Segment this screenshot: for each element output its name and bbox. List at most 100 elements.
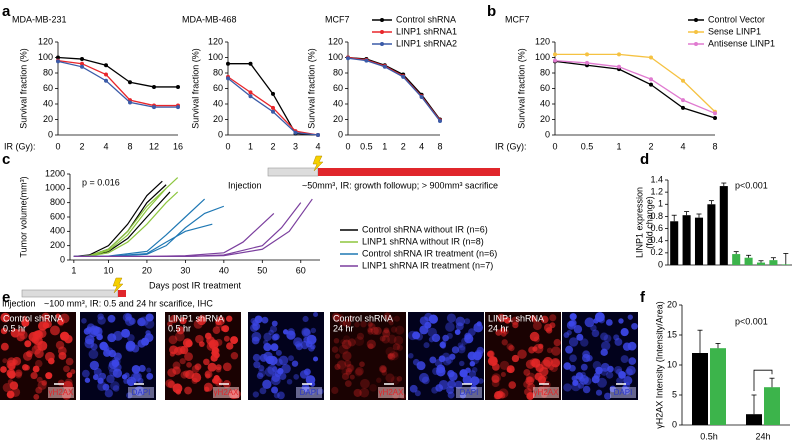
cell xyxy=(299,370,309,379)
cell xyxy=(175,389,182,395)
cell xyxy=(409,384,418,393)
cell xyxy=(262,379,272,390)
legend-label: Control Vector xyxy=(708,14,765,24)
cell xyxy=(491,375,500,384)
cell xyxy=(428,336,435,343)
cell xyxy=(529,358,539,367)
cell xyxy=(137,339,146,348)
cell xyxy=(548,364,554,371)
cell xyxy=(439,341,446,348)
x-tick-label: 1 xyxy=(248,141,253,151)
cell xyxy=(583,377,592,386)
cell xyxy=(468,370,477,378)
y-tick-label: 15 xyxy=(667,329,677,339)
cell xyxy=(112,368,123,378)
chart-title: MDA-MB-468 xyxy=(182,14,237,24)
series-line xyxy=(555,53,716,113)
cell xyxy=(549,314,557,322)
y-tick-label: 0 xyxy=(658,259,663,269)
legend-label: Control shRNA without IR (n=6) xyxy=(362,224,488,234)
cell xyxy=(286,378,293,385)
y-tick-label: 120 xyxy=(328,36,343,46)
cell xyxy=(194,363,202,371)
legend-label: Control shRNA IR treatment (n=6) xyxy=(362,248,497,258)
cell xyxy=(2,383,12,393)
cell xyxy=(264,366,275,377)
cell xyxy=(277,391,285,400)
bar xyxy=(719,186,728,265)
legend-marker xyxy=(694,30,698,34)
cell xyxy=(36,376,43,383)
cell xyxy=(346,364,355,372)
cell xyxy=(261,316,269,324)
cell xyxy=(454,380,463,389)
cell xyxy=(512,322,519,329)
y-tick-label: 60 xyxy=(540,83,550,93)
y-axis-label: Survival fraction (%) xyxy=(190,48,200,129)
cell xyxy=(207,362,217,372)
legend-marker xyxy=(694,18,698,22)
cell xyxy=(168,335,178,345)
cell xyxy=(275,349,282,356)
cell xyxy=(477,378,484,384)
cell xyxy=(306,334,317,345)
y-axis-label: (fold change) xyxy=(644,196,654,249)
stain-tag xyxy=(456,387,482,398)
cell xyxy=(215,315,226,326)
data-point xyxy=(681,105,685,110)
legend-marker xyxy=(380,30,384,34)
cell xyxy=(600,341,611,351)
data-point xyxy=(346,56,350,61)
cell xyxy=(21,318,30,327)
cell xyxy=(625,368,633,376)
cell xyxy=(499,327,506,334)
bar xyxy=(756,262,766,265)
y-tick-label: 0 xyxy=(218,129,223,139)
data-point xyxy=(176,105,180,110)
data-point xyxy=(553,52,557,57)
cell xyxy=(347,338,356,347)
cell xyxy=(517,349,527,359)
data-point xyxy=(419,95,424,100)
y-tick-label: 20 xyxy=(213,114,223,124)
cell xyxy=(381,369,388,376)
y-tick-label: 80 xyxy=(333,67,343,77)
bar xyxy=(692,353,708,425)
cell xyxy=(349,374,355,380)
cell xyxy=(355,366,364,376)
cell xyxy=(58,351,67,360)
cell xyxy=(121,374,128,380)
cell xyxy=(259,353,268,362)
cell xyxy=(500,371,506,378)
cell xyxy=(339,320,346,327)
data-point xyxy=(681,98,685,103)
cell xyxy=(533,336,540,343)
cell xyxy=(70,369,76,375)
timeline-label: Injection xyxy=(2,298,36,308)
cell xyxy=(388,320,394,326)
x-tick-label: 2 xyxy=(401,141,406,151)
cell xyxy=(131,365,141,374)
data-point xyxy=(293,130,298,135)
y-tick-label: 60 xyxy=(333,83,343,93)
cell xyxy=(565,345,574,354)
cell xyxy=(436,364,446,374)
cell xyxy=(184,386,192,395)
cell xyxy=(421,376,430,385)
bar xyxy=(746,414,762,425)
cell xyxy=(263,342,272,352)
x-tick-label: 4 xyxy=(315,141,320,151)
cell xyxy=(138,364,146,373)
stain-label: DAPI xyxy=(132,388,151,397)
cell xyxy=(618,318,624,324)
cell xyxy=(331,312,340,321)
cell xyxy=(457,342,464,348)
y-tick-label: 40 xyxy=(213,98,223,108)
cell xyxy=(381,335,390,344)
cell xyxy=(7,370,16,379)
cell xyxy=(580,363,588,371)
cell xyxy=(333,337,340,344)
cell xyxy=(603,334,612,343)
y-tick-label: 0 xyxy=(60,254,65,264)
cell xyxy=(369,384,377,392)
